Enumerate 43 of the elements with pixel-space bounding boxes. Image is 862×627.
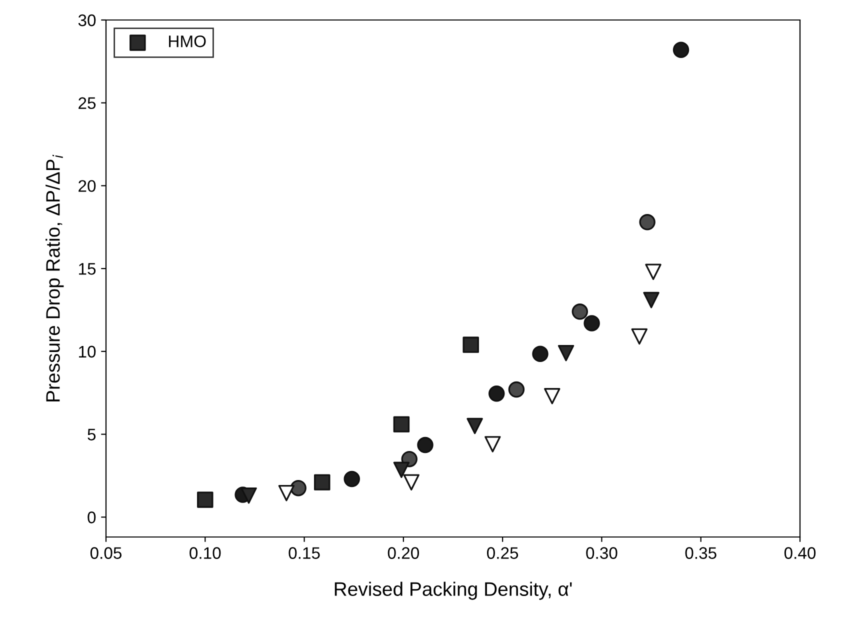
y-axis-title: Pressure Drop Ratio, ΔP/ΔP$_{i}$ [46,154,64,402]
point [484,436,501,452]
point [393,462,410,478]
x-axis-title: Revised Packing Density, α' [334,582,572,600]
point [462,336,479,353]
point [639,214,656,230]
x-tick-label: 0.25 [487,547,518,559]
x-tick-label: 0.10 [190,547,221,559]
point [197,492,214,508]
point [417,436,434,454]
point [631,328,648,345]
point [532,346,548,362]
y-tick-label: 20 [78,180,96,192]
y-tick-label: 25 [78,97,96,110]
point [314,474,330,490]
x-tick-label: 0.20 [388,547,419,559]
x-tick-label: 0.15 [288,547,320,559]
point [584,315,600,332]
legend-label: HMO [169,35,206,48]
point [240,487,257,504]
point [645,264,662,280]
y-tick-label: 30 [78,14,96,26]
point [508,381,525,398]
point [393,416,410,432]
point [544,388,560,404]
point [643,292,660,308]
y-tick-label: 15 [79,263,96,275]
x-tick-label: 0.40 [784,547,816,559]
point [572,304,588,320]
point [558,344,574,362]
point [403,474,420,490]
y-tick-label: 10 [79,346,96,358]
x-tick-label: 0.35 [685,547,716,559]
x-tick-label: 0.05 [90,547,122,559]
y-tick-label: 5 [88,428,96,440]
point [672,42,690,58]
point [488,386,505,402]
point [344,470,360,488]
y-tick-label: 0 [88,512,96,524]
point [278,484,295,502]
x-tick-label: 0.30 [586,547,618,559]
point [290,480,306,496]
point [466,418,483,434]
